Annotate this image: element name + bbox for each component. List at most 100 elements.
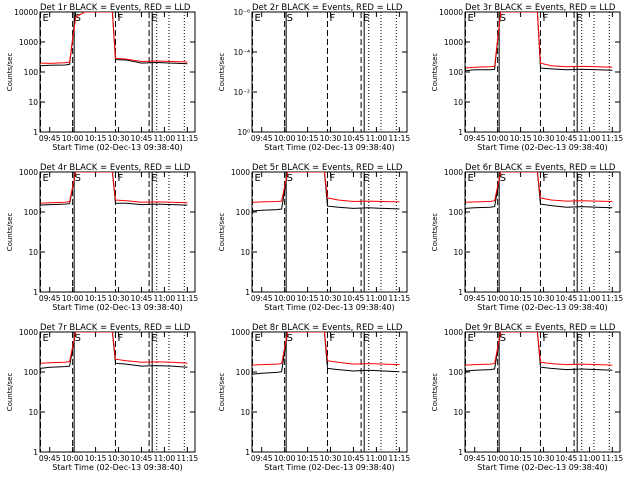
y-tick-label: 100	[449, 368, 464, 377]
y-tick-label: 1	[458, 288, 463, 297]
y-tick-label: 1000	[444, 38, 463, 47]
y-tick-label: 10	[453, 408, 463, 417]
marker-label: E	[363, 173, 369, 184]
x-tick-label: 09:45	[464, 454, 486, 463]
x-tick-label: 09:45	[464, 294, 486, 303]
plot-frame	[251, 171, 408, 293]
x-axis-label: Start Time (02-Dec-13 09:38:40)	[52, 143, 183, 152]
plot-frame	[464, 171, 621, 293]
x-tick-label: 11:00	[579, 294, 601, 303]
y-tick-label: 1	[458, 128, 463, 137]
y-tick-label: 1000	[231, 168, 250, 177]
x-tick-label: 09:45	[39, 454, 61, 463]
y-axis-label: Counts/sec	[431, 53, 439, 92]
x-tick-label: 09:45	[464, 134, 486, 143]
x-tick-label: 11:00	[366, 454, 388, 463]
y-tick-label: 100	[24, 68, 39, 77]
x-tick-label: 11:00	[579, 134, 601, 143]
marker-label: E	[43, 173, 49, 184]
y-tick-label: 10⁻²	[233, 88, 250, 97]
x-tick-label: 09:45	[251, 454, 273, 463]
x-tick-label: 10:45	[556, 454, 578, 463]
y-tick-label: 10	[453, 98, 463, 107]
x-axis-label: Start Time (02-Dec-13 09:38:40)	[52, 303, 183, 312]
x-axis-label: Start Time (02-Dec-13 09:38:40)	[477, 143, 608, 152]
marker-label: F	[542, 13, 548, 24]
marker-label: F	[329, 333, 335, 344]
y-tick-label: 100	[449, 208, 464, 217]
x-tick-label: 10:30	[533, 134, 555, 143]
y-tick-label: 1000	[19, 38, 38, 47]
y-tick-label: 10	[28, 248, 38, 257]
y-axis-label: Counts/sec	[218, 213, 226, 252]
series-line-lld	[465, 12, 613, 69]
x-tick-label: 10:00	[274, 454, 296, 463]
plot-frame	[464, 11, 621, 133]
plot-frame	[251, 11, 408, 133]
x-axis-label: Start Time (02-Dec-13 09:38:40)	[477, 463, 608, 472]
y-tick-label: 10000	[439, 8, 463, 17]
x-tick-label: 10:00	[62, 134, 84, 143]
plot-frame	[39, 171, 196, 293]
x-tick-label: 10:15	[297, 294, 319, 303]
x-axis-label: Start Time (02-Dec-13 09:38:40)	[264, 303, 395, 312]
series-line-events	[252, 172, 400, 212]
chart-panel-1: Det 1r BLACK = Events, RED = LLD 1 10 100 10…	[6, 3, 198, 152]
chart-panel-6: Det 6r BLACK = Events, RED = LLD 1 10 100 10…	[431, 163, 623, 312]
x-tick-label: 11:00	[154, 134, 176, 143]
series-line-events	[465, 172, 613, 209]
x-tick-label: 09:45	[251, 134, 273, 143]
y-tick-label: 1000	[444, 168, 463, 177]
x-tick-label: 11:00	[579, 454, 601, 463]
marker-label: F	[329, 13, 335, 24]
chart-title: Det 3r BLACK = Events, RED = LLD	[465, 3, 616, 13]
x-tick-label: 11:15	[389, 294, 411, 303]
marker-label: E	[576, 333, 582, 344]
chart-panel-4: Det 4r BLACK = Events, RED = LLD 1 10 100 10…	[6, 163, 198, 312]
x-tick-label: 10:15	[85, 454, 107, 463]
y-tick-label: 10⁻⁴	[233, 48, 250, 57]
x-tick-label: 10:30	[533, 294, 555, 303]
y-tick-label: 100	[24, 208, 39, 217]
y-tick-label: 100	[449, 68, 464, 77]
x-tick-label: 11:00	[154, 454, 176, 463]
y-axis-label: Counts/sec	[218, 373, 226, 412]
x-axis-label: Start Time (02-Dec-13 09:38:40)	[52, 463, 183, 472]
y-tick-label: 1	[33, 448, 38, 457]
x-tick-label: 10:30	[320, 134, 342, 143]
chart-title: Det 1r BLACK = Events, RED = LLD	[40, 3, 191, 13]
x-tick-label: 10:00	[487, 134, 509, 143]
y-tick-label: 1000	[231, 328, 250, 337]
marker-label: E	[468, 333, 474, 344]
y-tick-label: 1000	[19, 328, 38, 337]
x-tick-label: 10:15	[85, 134, 107, 143]
y-tick-label: 1	[245, 288, 250, 297]
chart-title: Det 7r BLACK = Events, RED = LLD	[40, 323, 191, 333]
x-tick-label: 11:00	[366, 294, 388, 303]
y-axis-label: Counts/sec	[431, 213, 439, 252]
y-tick-label: 1	[245, 448, 250, 457]
marker-label: S	[287, 13, 293, 24]
marker-label: S	[287, 333, 293, 344]
x-tick-label: 11:15	[602, 294, 624, 303]
y-tick-label: 1000	[444, 328, 463, 337]
y-tick-label: 10	[28, 408, 38, 417]
y-tick-label: 10	[453, 248, 463, 257]
plot-frame	[39, 331, 196, 453]
chart-title: Det 8r BLACK = Events, RED = LLD	[252, 323, 403, 333]
series-line-lld	[465, 332, 613, 366]
marker-label: E	[43, 13, 49, 24]
y-tick-label: 1	[33, 288, 38, 297]
marker-label: S	[500, 173, 506, 184]
marker-label: F	[542, 173, 548, 184]
chart-title: Det 4r BLACK = Events, RED = LLD	[40, 163, 191, 173]
x-axis-label: Start Time (02-Dec-13 09:38:40)	[477, 303, 608, 312]
marker-label: S	[75, 173, 81, 184]
x-tick-label: 09:45	[251, 294, 273, 303]
marker-label: F	[117, 13, 123, 24]
chart-title: Det 5r BLACK = Events, RED = LLD	[252, 163, 403, 173]
x-tick-label: 10:45	[343, 454, 365, 463]
marker-label: E	[576, 13, 582, 24]
x-tick-label: 09:45	[39, 134, 61, 143]
series-line-lld	[465, 172, 613, 203]
